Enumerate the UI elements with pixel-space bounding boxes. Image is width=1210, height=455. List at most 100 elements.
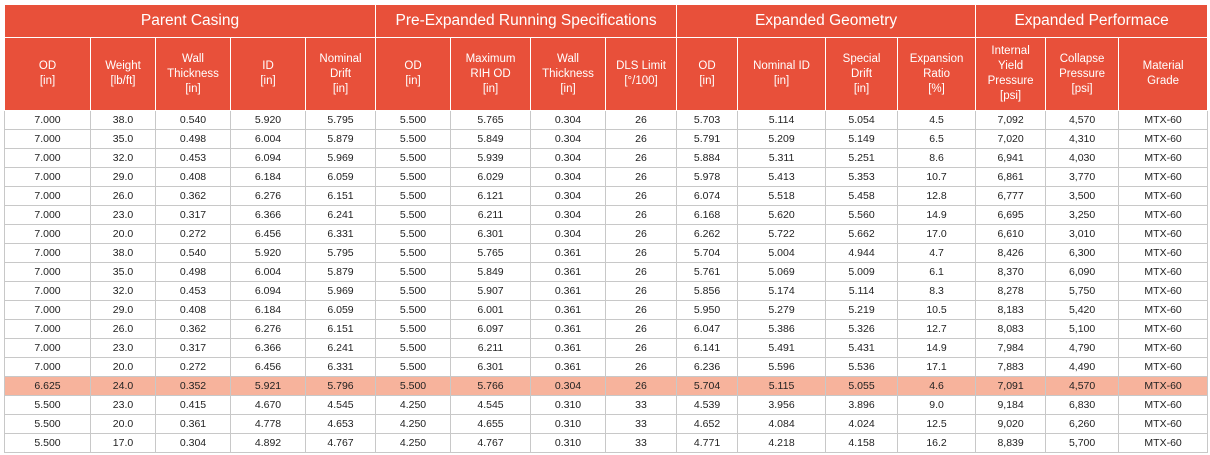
data-cell: 26: [605, 281, 678, 301]
data-cell: 7.000: [4, 110, 91, 130]
header-line: [in]: [332, 82, 349, 95]
data-cell: 7.000: [4, 186, 91, 206]
data-cell: 0.310: [530, 433, 607, 453]
data-cell: 5.500: [375, 167, 452, 187]
data-cell: 0.361: [155, 414, 231, 434]
data-cell: 0.304: [530, 376, 607, 396]
data-cell: 5.500: [4, 414, 91, 434]
header-line: [in]: [560, 82, 576, 95]
data-cell: 0.310: [530, 414, 607, 434]
data-cell: 5.791: [676, 129, 739, 149]
data-cell: 5.500: [375, 186, 452, 206]
data-cell: 5.796: [304, 376, 377, 396]
data-cell: 3.896: [825, 395, 899, 415]
data-row: 7.000 38.0 0.540 5.920 5.795 5.500 5.765 0.361 2…: [4, 243, 1209, 263]
data-cell: 4.771: [676, 433, 739, 453]
data-cell: 5.413: [737, 167, 827, 187]
header-line: [in]: [773, 75, 790, 87]
data-cell: 26: [605, 338, 678, 358]
header-line: DLS Limit: [616, 60, 666, 72]
data-cell: 0.453: [155, 281, 231, 301]
data-cell: 5.921: [230, 376, 306, 396]
data-cell: 17.0: [90, 433, 156, 453]
data-cell: 8,278: [975, 281, 1047, 301]
data-cell: 17.0: [897, 224, 977, 244]
data-cell: MTX-60: [1118, 110, 1209, 130]
data-cell: 6.331: [304, 224, 377, 244]
data-cell: 0.272: [155, 224, 231, 244]
data-cell: 14.9: [897, 338, 977, 358]
data-cell: 33: [605, 414, 678, 434]
header-line: [in]: [482, 82, 499, 95]
data-cell: 5.795: [304, 110, 377, 130]
data-cell: 6.241: [304, 338, 377, 358]
data-cell: 4.024: [825, 414, 899, 434]
data-cell: 5.766: [450, 376, 532, 396]
data-cell: 6.151: [304, 319, 377, 339]
header-line: [°/100]: [624, 75, 658, 87]
data-cell: 5.500: [375, 338, 452, 358]
header-line: Material: [1142, 60, 1184, 72]
data-cell: 4,030: [1045, 148, 1120, 168]
data-cell: 5.115: [737, 376, 827, 396]
data-cell: 35.0: [90, 262, 156, 282]
data-cell: 20.0: [90, 224, 156, 244]
data-cell: 6.301: [450, 357, 532, 377]
header-line: Special: [842, 52, 881, 65]
data-cell: 5.500: [4, 433, 91, 453]
data-cell: 5.209: [737, 129, 827, 149]
data-cell: 6.059: [304, 167, 377, 187]
header-line: [in]: [853, 82, 870, 95]
column-header: OD [in]: [4, 37, 91, 111]
data-cell: 5.879: [304, 129, 377, 149]
data-cell: 26: [605, 148, 678, 168]
data-cell: 0.362: [155, 186, 231, 206]
data-cell: 7.000: [4, 224, 91, 244]
data-cell: 7.000: [4, 338, 91, 358]
data-cell: 5.279: [737, 300, 827, 320]
data-cell: 7,984: [975, 338, 1047, 358]
data-cell: 0.453: [155, 148, 231, 168]
data-cell: MTX-60: [1118, 395, 1209, 415]
data-cell: 5.491: [737, 338, 827, 358]
data-cell: 0.361: [530, 319, 607, 339]
header-line: [in]: [699, 75, 715, 87]
data-row: 5.500 17.0 0.304 4.892 4.767 4.250 4.767 0.310 3…: [4, 433, 1209, 453]
data-cell: 23.0: [90, 395, 156, 415]
header-line: [in]: [405, 75, 421, 87]
data-cell: 16.2: [897, 433, 977, 453]
data-cell: 5.114: [825, 281, 899, 301]
data-cell: 0.361: [530, 338, 607, 358]
data-cell: 33: [605, 395, 678, 415]
data-cell: 26: [605, 300, 678, 320]
data-cell: 5.662: [825, 224, 899, 244]
column-header: ID [in]: [230, 37, 306, 111]
data-cell: 6.241: [304, 205, 377, 225]
data-cell: 6,777: [975, 186, 1047, 206]
column-header: DLS Limit [°/100]: [605, 37, 678, 111]
data-cell: 6,610: [975, 224, 1047, 244]
column-header: Weight [lb/ft]: [90, 37, 156, 111]
data-cell: 26: [605, 110, 678, 130]
data-cell: 4.5: [897, 110, 977, 130]
data-cell: 26: [605, 243, 678, 263]
data-row: 7.000 35.0 0.498 6.004 5.879 5.500 5.849 0.361 2…: [4, 262, 1209, 282]
data-cell: 6,861: [975, 167, 1047, 187]
data-cell: 6.625: [4, 376, 91, 396]
data-cell: 5.004: [737, 243, 827, 263]
header-line: Internal: [991, 45, 1030, 57]
data-cell: 24.0: [90, 376, 156, 396]
data-cell: 6.074: [676, 186, 739, 206]
data-row: 7.000 23.0 0.317 6.366 6.241 5.500 6.211 0.361 2…: [4, 338, 1209, 358]
header-line: Maximum: [465, 52, 516, 65]
data-cell: 4.250: [375, 414, 452, 434]
column-header: Expansion Ratio [%]: [897, 37, 977, 111]
data-cell: 4.084: [737, 414, 827, 434]
data-cell: 5,420: [1045, 300, 1120, 320]
data-cell: 5.069: [737, 262, 827, 282]
data-cell: 4,570: [1045, 110, 1120, 130]
data-cell: 9,184: [975, 395, 1047, 415]
header-line: Expansion: [909, 52, 964, 65]
data-cell: 8.3: [897, 281, 977, 301]
data-cell: 5.704: [676, 243, 739, 263]
